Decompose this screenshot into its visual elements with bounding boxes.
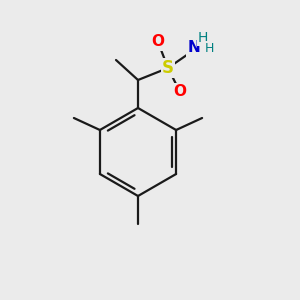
Text: H: H — [198, 31, 208, 45]
Text: O: O — [152, 34, 164, 50]
Text: O: O — [173, 85, 187, 100]
Text: S: S — [162, 59, 174, 77]
Text: H: H — [204, 41, 214, 55]
Text: N: N — [188, 40, 200, 56]
